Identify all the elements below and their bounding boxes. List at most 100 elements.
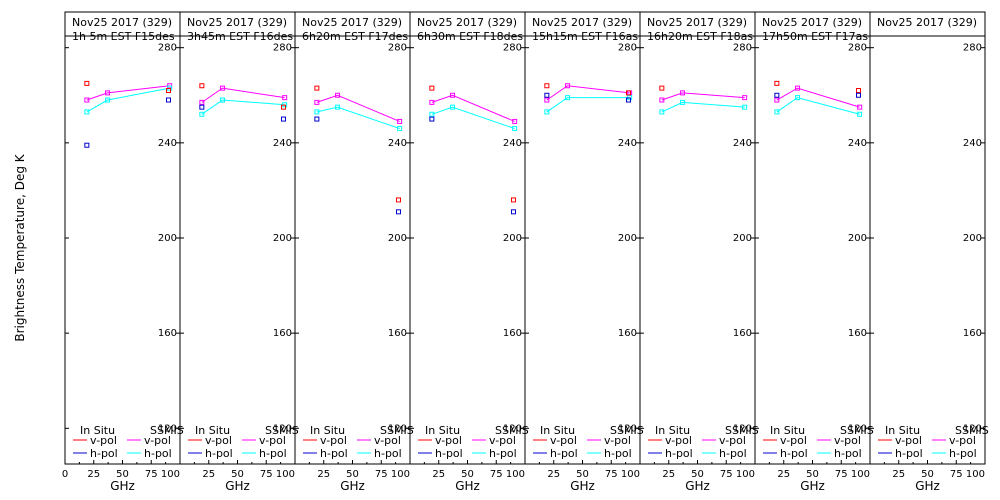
panel-title-time: 17h50m EST F17asc xyxy=(762,30,874,43)
x-tick-label: 100 xyxy=(736,469,755,480)
insitu-h-point xyxy=(314,116,320,122)
panel-title-group: Nov25 2017 (329)16h20m EST F18asc xyxy=(647,16,759,43)
panel-title-time: 6h20m EST F17des xyxy=(302,30,408,43)
insitu-h-point xyxy=(281,116,286,122)
y-tick-label: 200 xyxy=(388,233,407,244)
insitu-h-point xyxy=(396,209,401,215)
insitu-h-point xyxy=(544,92,550,98)
x-tick-label: 50 xyxy=(461,469,474,480)
legend-insitu-v-label: v-pol xyxy=(90,434,117,447)
panel-title-date: Nov25 2017 (329) xyxy=(647,16,747,29)
legend-ssmis-title: SSMIS xyxy=(840,424,874,437)
x-tick-label: 75 xyxy=(835,469,848,480)
ssmis-h-series-line xyxy=(661,101,745,113)
y-tick-label: 120 xyxy=(618,423,637,434)
y-tick-label: 240 xyxy=(388,138,407,149)
x-tick-label: 25 xyxy=(662,469,675,480)
panel-title-group: Nov25 2017 (329)17h50m EST F17asc xyxy=(762,16,874,43)
ssmis-v-point xyxy=(512,118,518,124)
y-tick-label: 120 xyxy=(388,423,407,434)
y-tick-label: 200 xyxy=(273,233,292,244)
x-axis-label: GHz xyxy=(340,479,365,493)
ssmis-v-point xyxy=(199,99,205,105)
ssmis-h-point xyxy=(565,95,571,101)
panel-title-time: 1h 5m EST F15des xyxy=(72,30,175,43)
x-tick-label: 75 xyxy=(605,469,618,480)
y-tick-label: 200 xyxy=(963,233,982,244)
ssmis-v-point xyxy=(429,99,435,105)
panel-title-group: Nov25 2017 (329)15h15m EST F16asc xyxy=(532,16,639,43)
x-axis-label: GHz xyxy=(225,479,250,493)
panel-1: Nov25 2017 (329)1h 5m EST F15des 120 160 20… xyxy=(62,11,184,493)
legend-insitu-title: In Situ xyxy=(425,424,460,437)
y-tick-label: 160 xyxy=(503,328,522,339)
panel-title-time: 6h30m EST F18des xyxy=(417,30,523,43)
ssmis-h-point xyxy=(742,104,748,110)
legend-ssmis-title: SSMIS xyxy=(265,424,299,437)
insitu-h-point xyxy=(84,142,90,148)
insitu-v-point xyxy=(166,88,171,94)
insitu-v-point xyxy=(544,83,550,89)
panel-title-date: Nov25 2017 (329) xyxy=(532,16,632,29)
ssmis-h-point xyxy=(105,97,111,103)
legend-ssmis-h-label: h-pol xyxy=(604,447,632,460)
ssmis-h-series-line xyxy=(431,106,515,130)
y-tick-label: 280 xyxy=(388,43,407,54)
legend-ssmis-v-label: v-pol xyxy=(374,434,401,447)
x-tick-label: 75 xyxy=(490,469,503,480)
legend-insitu-v-label: v-pol xyxy=(895,434,922,447)
x-tick-label: 50 xyxy=(691,469,704,480)
legend-insitu-v-label: v-pol xyxy=(205,434,232,447)
ssmis-v-series-line xyxy=(776,87,860,108)
legend-insitu-h-label: h-pol xyxy=(90,447,118,460)
insitu-h-point xyxy=(511,209,516,215)
legend-insitu-h-label: h-pol xyxy=(780,447,808,460)
x-tick-label: 100 xyxy=(966,469,985,480)
panels-group: Nov25 2017 (329)1h 5m EST F15des12016020… xyxy=(62,11,989,493)
y-tick-label: 200 xyxy=(503,233,522,244)
x-axis-label: GHz xyxy=(110,479,135,493)
legend-insitu-v-label: v-pol xyxy=(550,434,577,447)
ssmis-v-series-line xyxy=(431,94,515,122)
y-tick-label: 200 xyxy=(848,233,867,244)
x-tick-label: 25 xyxy=(777,469,790,480)
x-tick-label: 75 xyxy=(375,469,388,480)
legend-ssmis-v-label: v-pol xyxy=(834,434,861,447)
ssmis-v-point xyxy=(795,85,801,91)
legend-ssmis-h-label: h-pol xyxy=(719,447,747,460)
legend-ssmis-title: SSMIS xyxy=(380,424,414,437)
legend-insitu-h-label: h-pol xyxy=(665,447,693,460)
panel-title-date: Nov25 2017 (329) xyxy=(72,16,172,29)
insitu-h-point xyxy=(166,97,171,103)
legend-ssmis-v-label: v-pol xyxy=(144,434,171,447)
ssmis-v-point xyxy=(397,118,403,124)
x-tick-label: 100 xyxy=(276,469,295,480)
x-axis-label: GHz xyxy=(685,479,710,493)
y-tick-label: 240 xyxy=(618,138,637,149)
legend-ssmis-title: SSMIS xyxy=(495,424,529,437)
x-tick-label: 100 xyxy=(851,469,870,480)
panel-3: Nov25 2017 (329)6h20m EST F17des 120 160 20… xyxy=(294,11,414,493)
insitu-h-point xyxy=(429,116,435,122)
insitu-v-point xyxy=(659,85,665,91)
legend-ssmis-h-label: h-pol xyxy=(949,447,977,460)
ssmis-h-point xyxy=(84,109,90,115)
x-axis-label: GHz xyxy=(915,479,940,493)
legend-insitu-h-label: h-pol xyxy=(205,447,233,460)
legend-insitu-v-label: v-pol xyxy=(320,434,347,447)
ssmis-v-point xyxy=(565,83,571,89)
panel-title-time: 16h20m EST F18asc xyxy=(647,30,759,43)
x-tick-label: 75 xyxy=(260,469,273,480)
legend-insitu-h-label: h-pol xyxy=(320,447,348,460)
y-tick-label: 200 xyxy=(733,233,752,244)
insitu-v-point xyxy=(396,197,401,203)
ssmis-h-point xyxy=(857,111,863,117)
y-tick-label: 240 xyxy=(733,138,752,149)
panel-title-time: 3h45m EST F16des xyxy=(187,30,293,43)
ssmis-h-series-line xyxy=(546,97,630,113)
insitu-h-point xyxy=(626,97,631,103)
y-tick-label: 200 xyxy=(618,233,637,244)
legend-ssmis-v-label: v-pol xyxy=(719,434,746,447)
ssmis-h-point xyxy=(397,126,403,132)
legend-insitu-v-label: v-pol xyxy=(780,434,807,447)
